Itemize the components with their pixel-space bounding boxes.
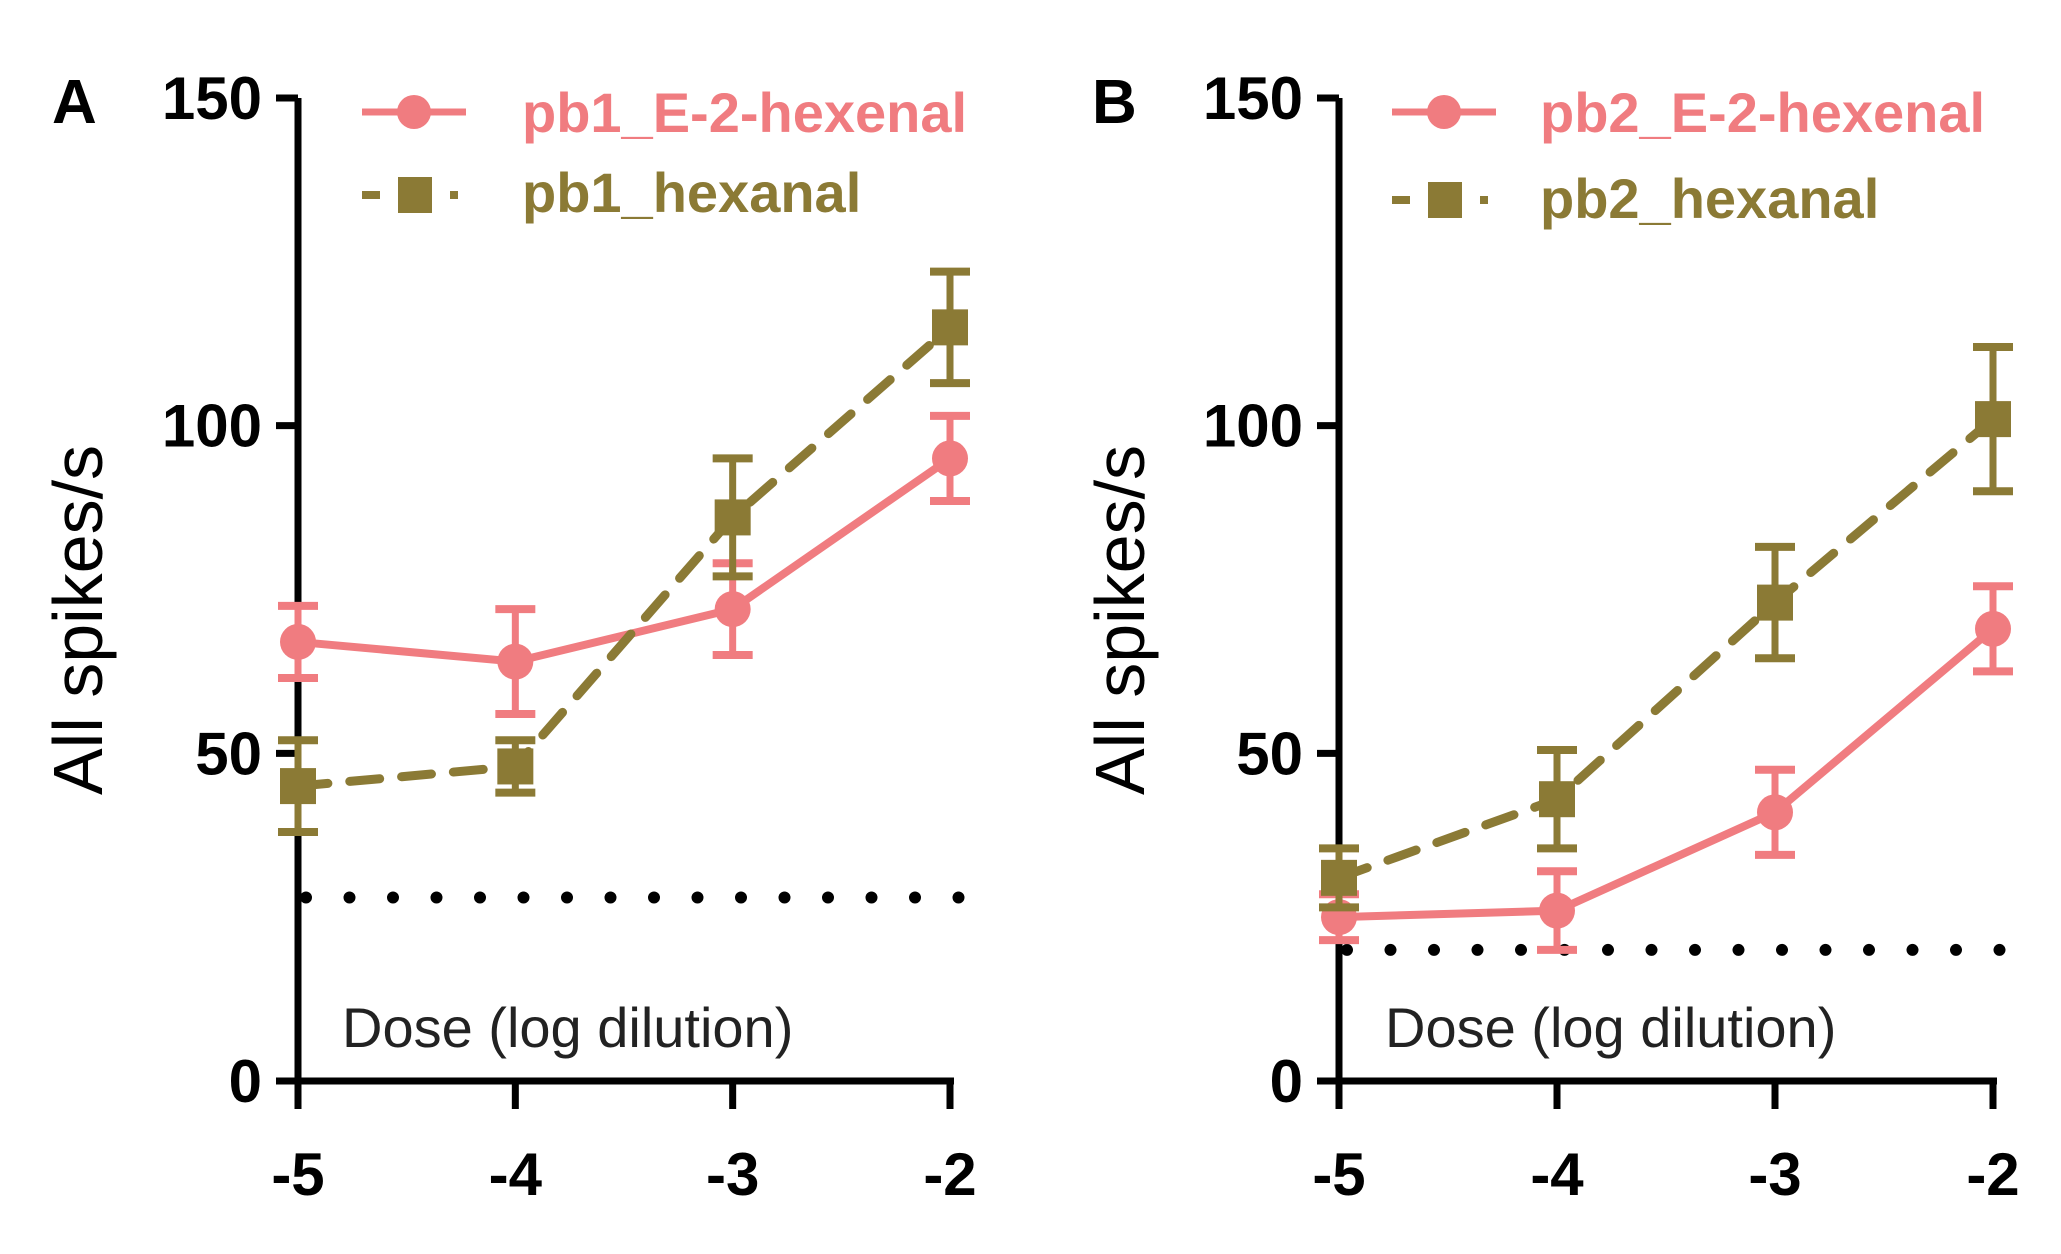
y-tick-label: 100 bbox=[162, 393, 262, 460]
panel-label-b: B bbox=[1092, 68, 1137, 137]
y-tick-label: 50 bbox=[195, 720, 262, 787]
data-point bbox=[1975, 401, 2011, 438]
legend: pb1_E-2-hexenal pb1_hexanal bbox=[362, 81, 967, 224]
data-point bbox=[1539, 892, 1575, 929]
data-point bbox=[714, 499, 751, 536]
series-e2hexenal bbox=[1319, 582, 2013, 954]
data-point bbox=[932, 440, 968, 477]
data-point bbox=[1757, 794, 1793, 831]
x-axis-label: Dose (log dilution) bbox=[342, 996, 793, 1059]
legend-circle-marker bbox=[397, 95, 431, 129]
x-tick-label: -4 bbox=[1530, 1141, 1584, 1208]
data-point bbox=[932, 309, 968, 346]
legend-label-e2hexenal: pb2_E-2-hexenal bbox=[1540, 81, 1985, 144]
panel-label-a: A bbox=[52, 68, 97, 137]
legend-circle-marker bbox=[1427, 95, 1461, 129]
legend-item-hexanal: pb2_hexanal bbox=[1392, 167, 1879, 230]
y-tick-label: 50 bbox=[1236, 720, 1303, 787]
x-tick-label: -4 bbox=[489, 1141, 543, 1208]
x-axis-label: Dose (log dilution) bbox=[1385, 996, 1836, 1059]
series-line bbox=[293, 322, 955, 791]
y-tick-label: 100 bbox=[1203, 393, 1303, 460]
y-axis-label: All spikes/s bbox=[1081, 445, 1159, 795]
x-tick-label: -3 bbox=[706, 1141, 759, 1208]
legend-label-e2hexenal: pb1_E-2-hexenal bbox=[522, 81, 967, 144]
data-point bbox=[280, 623, 316, 660]
data-point bbox=[1975, 610, 2011, 647]
series-line bbox=[297, 455, 953, 666]
data-point bbox=[497, 643, 534, 680]
x-tick-label: -5 bbox=[1312, 1141, 1365, 1208]
data-point bbox=[497, 748, 534, 785]
series-line bbox=[1334, 414, 1998, 883]
series-hexanal bbox=[1319, 343, 2013, 912]
panel-b: B All spikes/s Dose (log dilution) pb2_E… bbox=[1081, 65, 2020, 1208]
legend-item-e2hexenal: pb2_E-2-hexenal bbox=[1392, 81, 1985, 144]
data-point bbox=[714, 591, 751, 628]
data-point bbox=[1539, 781, 1575, 818]
legend-square-marker bbox=[1428, 182, 1462, 218]
x-tick-label: -2 bbox=[923, 1141, 976, 1208]
x-tick-label: -3 bbox=[1748, 1141, 1801, 1208]
data-point bbox=[1321, 859, 1357, 896]
legend-item-hexanal: pb1_hexanal bbox=[362, 161, 861, 224]
y-tick-label: 0 bbox=[229, 1048, 262, 1115]
y-tick-label: 0 bbox=[1270, 1048, 1303, 1115]
panel-a: A All spikes/s Dose (log dilution) pb1_E… bbox=[39, 65, 977, 1208]
legend: pb2_E-2-hexenal pb2_hexanal bbox=[1392, 81, 1985, 230]
y-axis-label: All spikes/s bbox=[39, 445, 117, 795]
axes: 0 50 100 150 -5 -4 -3 -2 bbox=[162, 65, 977, 1208]
legend-label-hexanal: pb2_hexanal bbox=[1540, 167, 1879, 230]
y-tick-label: 150 bbox=[162, 65, 262, 132]
series-hexanal bbox=[278, 267, 970, 836]
data-point bbox=[1757, 584, 1793, 621]
legend-label-hexanal: pb1_hexanal bbox=[522, 161, 861, 224]
y-tick-label: 150 bbox=[1203, 65, 1303, 132]
x-tick-label: -2 bbox=[1966, 1141, 2019, 1208]
series-e2hexenal bbox=[278, 411, 970, 719]
legend-item-e2hexenal: pb1_E-2-hexenal bbox=[362, 81, 967, 144]
data-point bbox=[280, 768, 316, 805]
x-tick-label: -5 bbox=[271, 1141, 324, 1208]
legend-square-marker bbox=[398, 177, 432, 213]
series-line bbox=[1338, 625, 1996, 922]
